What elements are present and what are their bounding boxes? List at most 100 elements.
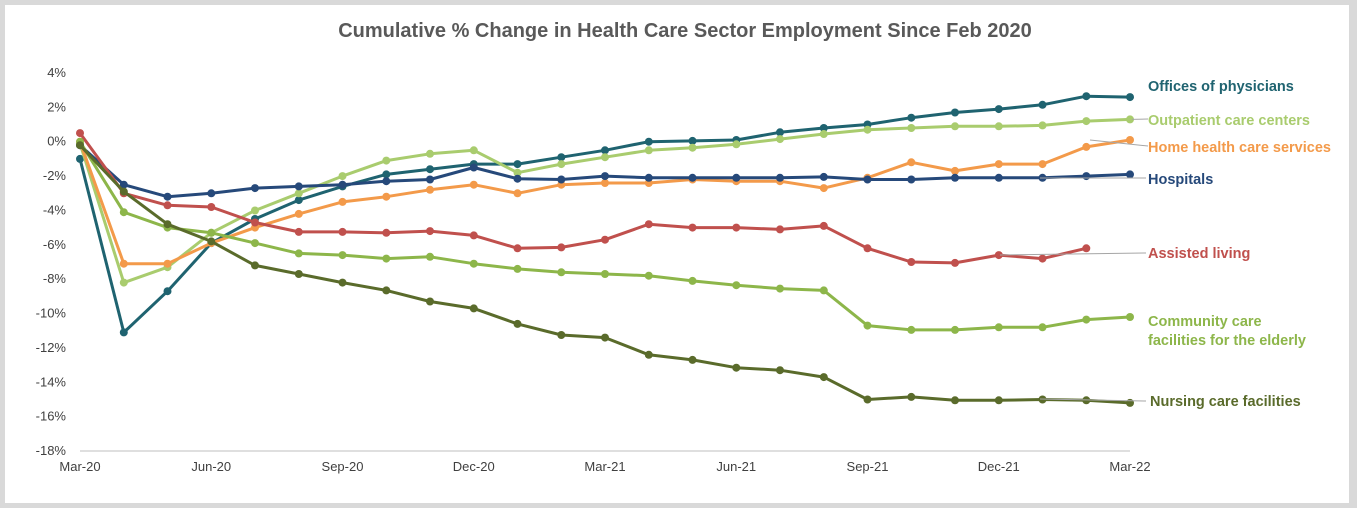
data-point bbox=[469, 259, 478, 268]
data-point bbox=[907, 325, 916, 334]
data-point bbox=[994, 173, 1003, 182]
data-point bbox=[1038, 254, 1047, 263]
x-tick-label: Sep-20 bbox=[322, 459, 364, 474]
data-point bbox=[251, 206, 259, 215]
series-label: Assisted living bbox=[1148, 246, 1250, 262]
y-tick-label: 2% bbox=[47, 99, 66, 114]
data-point bbox=[994, 105, 1003, 114]
series-label: Offices of physicians bbox=[1148, 79, 1294, 95]
data-point bbox=[994, 323, 1003, 332]
data-point bbox=[863, 175, 872, 184]
data-point bbox=[907, 158, 916, 167]
data-point bbox=[688, 136, 697, 145]
data-point bbox=[469, 231, 478, 240]
data-point bbox=[863, 244, 872, 253]
data-point bbox=[1082, 92, 1091, 101]
data-point bbox=[207, 228, 216, 237]
y-tick-label: -16% bbox=[36, 409, 67, 424]
data-point bbox=[863, 395, 872, 404]
data-point bbox=[907, 392, 916, 401]
data-point bbox=[776, 225, 784, 234]
data-point bbox=[163, 259, 172, 268]
data-point bbox=[819, 373, 828, 382]
data-point bbox=[382, 170, 391, 179]
x-tick-label: Mar-21 bbox=[584, 459, 625, 474]
series-line bbox=[78, 132, 1087, 265]
data-point bbox=[994, 251, 1003, 260]
data-point bbox=[732, 173, 741, 182]
data-point bbox=[601, 146, 609, 155]
y-tick-label: -14% bbox=[36, 374, 67, 389]
data-point bbox=[251, 239, 259, 248]
data-point bbox=[338, 251, 347, 260]
data-point bbox=[819, 286, 828, 295]
data-point bbox=[994, 396, 1003, 405]
data-point bbox=[76, 141, 84, 150]
data-point bbox=[469, 180, 478, 189]
y-tick-label: -4% bbox=[43, 202, 67, 217]
data-point bbox=[1126, 398, 1134, 407]
series-label: Hospitals bbox=[1148, 172, 1213, 188]
data-point bbox=[1126, 115, 1134, 124]
data-point bbox=[994, 160, 1003, 169]
data-point bbox=[426, 252, 434, 261]
data-point bbox=[776, 135, 784, 144]
y-tick-label: -2% bbox=[43, 168, 67, 183]
data-point bbox=[688, 276, 697, 285]
y-tick-label: -8% bbox=[43, 271, 67, 286]
data-point bbox=[644, 173, 653, 182]
data-point bbox=[1038, 160, 1047, 169]
data-point bbox=[644, 137, 653, 146]
data-point bbox=[207, 189, 216, 198]
data-point bbox=[776, 366, 784, 375]
data-point bbox=[907, 124, 916, 132]
data-point bbox=[819, 221, 828, 230]
data-point bbox=[907, 113, 916, 122]
x-tick-label: Jun-20 bbox=[191, 459, 231, 474]
y-tick-label: -6% bbox=[43, 237, 67, 252]
data-point bbox=[338, 227, 347, 236]
data-point bbox=[951, 108, 959, 117]
data-point bbox=[819, 124, 828, 132]
data-point bbox=[688, 143, 697, 152]
data-point bbox=[207, 203, 216, 211]
y-tick-label: -18% bbox=[36, 443, 67, 458]
y-tick-label: 0% bbox=[47, 134, 66, 149]
data-point bbox=[557, 331, 566, 339]
data-point bbox=[119, 208, 128, 217]
data-point bbox=[863, 125, 872, 134]
data-point bbox=[951, 325, 959, 334]
data-point bbox=[732, 281, 741, 290]
data-point bbox=[294, 189, 303, 198]
data-point bbox=[1038, 121, 1047, 130]
data-point bbox=[513, 244, 522, 253]
x-tick-label: Mar-22 bbox=[1109, 459, 1150, 474]
data-point bbox=[294, 270, 303, 278]
data-point bbox=[119, 278, 128, 287]
data-point bbox=[426, 149, 434, 158]
data-point bbox=[994, 122, 1003, 131]
data-point bbox=[732, 223, 741, 232]
data-point bbox=[513, 319, 522, 328]
data-point bbox=[601, 235, 609, 244]
data-point bbox=[557, 268, 566, 277]
series-label: Community care facilities for the elderly bbox=[1148, 314, 1306, 349]
data-point bbox=[382, 228, 391, 237]
data-point bbox=[601, 172, 609, 181]
data-point bbox=[294, 227, 303, 236]
data-point bbox=[1126, 170, 1134, 179]
x-tick-label: Dec-21 bbox=[978, 459, 1020, 474]
data-point bbox=[426, 165, 434, 174]
data-point bbox=[1038, 100, 1047, 109]
data-point bbox=[819, 130, 828, 138]
data-point bbox=[119, 180, 128, 189]
data-point bbox=[382, 156, 391, 165]
data-point bbox=[426, 185, 434, 194]
data-point bbox=[863, 321, 872, 330]
data-point bbox=[382, 192, 391, 201]
series-label: Home health care services bbox=[1148, 140, 1331, 156]
data-point bbox=[951, 396, 959, 405]
data-point bbox=[513, 174, 522, 183]
data-point bbox=[119, 259, 128, 268]
